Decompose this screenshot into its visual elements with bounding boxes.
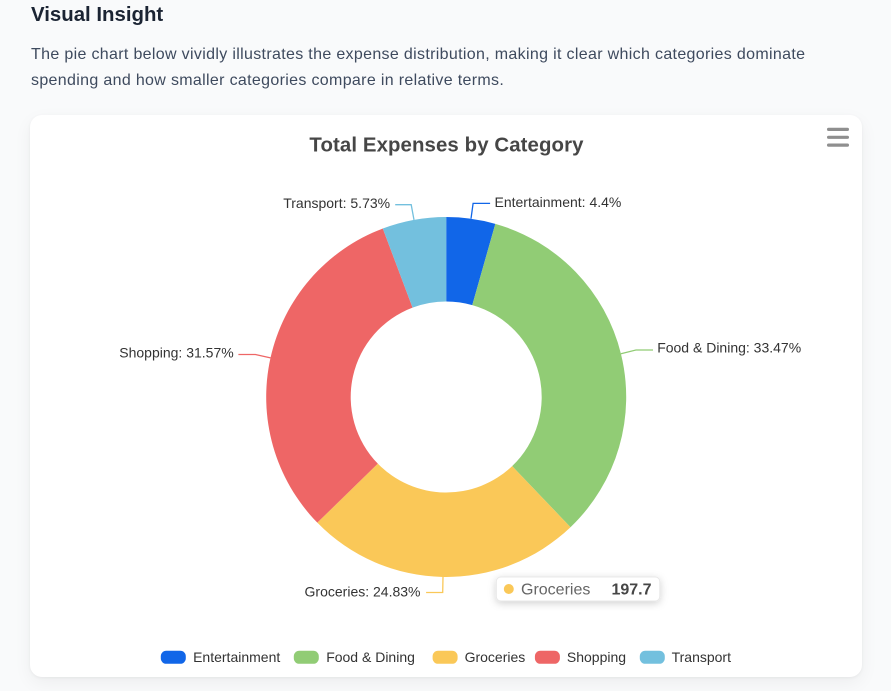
svg-text:Entertainment: Entertainment: [193, 649, 280, 665]
svg-text:Shopping: 31.57%: Shopping: 31.57%: [119, 344, 233, 360]
svg-text:Groceries: Groceries: [465, 649, 526, 665]
svg-text:Food & Dining: Food & Dining: [326, 649, 415, 665]
svg-text:Entertainment: 4.4%: Entertainment: 4.4%: [495, 194, 622, 210]
svg-text:197.7: 197.7: [611, 582, 651, 599]
svg-text:Food & Dining: 33.47%: Food & Dining: 33.47%: [657, 340, 801, 356]
svg-text:Groceries: Groceries: [521, 582, 590, 599]
svg-text:Groceries: 24.83%: Groceries: 24.83%: [305, 583, 421, 599]
svg-text:Total Expenses by Category: Total Expenses by Category: [309, 135, 584, 157]
svg-text:Transport: Transport: [672, 649, 732, 665]
svg-text:Transport: 5.73%: Transport: 5.73%: [283, 195, 390, 211]
svg-text:Shopping: Shopping: [567, 649, 626, 665]
